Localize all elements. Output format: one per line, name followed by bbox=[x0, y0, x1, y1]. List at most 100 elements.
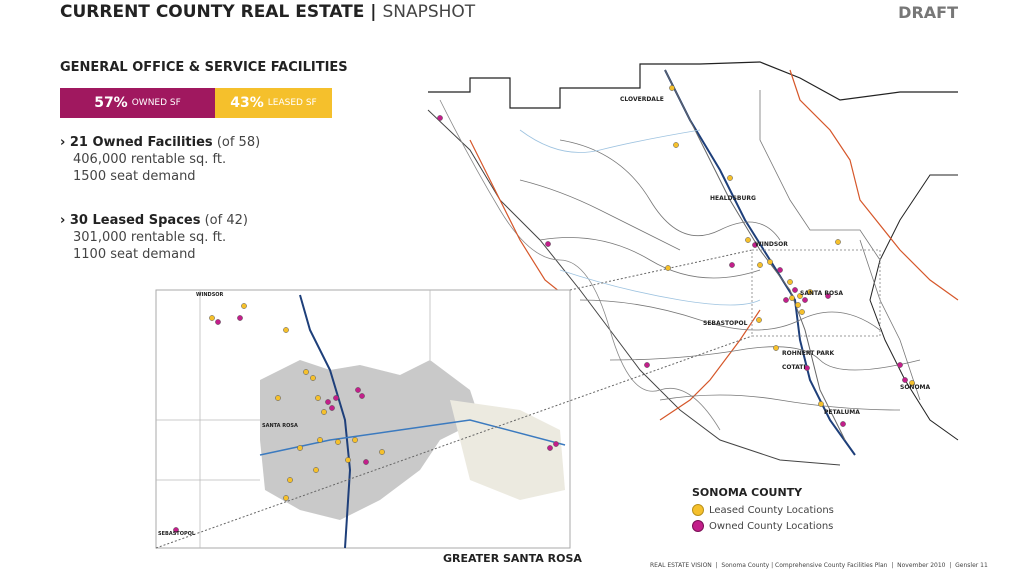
place-label: HEALDSBURG bbox=[710, 195, 756, 202]
owned-pct: 57% bbox=[94, 95, 128, 111]
location-dot bbox=[310, 375, 316, 381]
place-label: CLOVERDALE bbox=[620, 96, 664, 103]
location-dot bbox=[773, 345, 779, 351]
location-dot bbox=[329, 405, 335, 411]
section-title: GENERAL OFFICE & SERVICE FACILITIES bbox=[60, 60, 348, 75]
location-dot bbox=[437, 115, 443, 121]
location-dot bbox=[673, 142, 679, 148]
item-heading: 21 Owned Facilities bbox=[60, 135, 213, 150]
location-dot bbox=[241, 303, 247, 309]
leased-segment: 43% LEASED SF bbox=[215, 88, 332, 118]
subtitle: SNAPSHOT bbox=[382, 2, 476, 22]
location-dot bbox=[209, 315, 215, 321]
facility-item: 21 Owned Facilities (of 58)406,000 renta… bbox=[60, 134, 260, 185]
location-dot bbox=[644, 362, 650, 368]
location-dot bbox=[297, 445, 303, 451]
inset-place-label: SANTA ROSA bbox=[262, 423, 298, 429]
legend: SONOMA COUNTY Leased County Locations Ow… bbox=[692, 486, 834, 534]
footer-text: REAL ESTATE VISION | Sonoma County | Com… bbox=[650, 562, 979, 569]
place-label: ROHNERT PARK bbox=[782, 350, 835, 357]
location-dot bbox=[547, 445, 553, 451]
inset-place-label: SEBASTOPOL bbox=[158, 531, 196, 537]
status: DRAFT bbox=[898, 3, 958, 22]
location-dot bbox=[783, 297, 789, 303]
inset-place-label: WINDSOR bbox=[196, 292, 224, 298]
location-dot bbox=[835, 239, 841, 245]
inset-map bbox=[155, 249, 753, 549]
location-dot bbox=[665, 265, 671, 271]
location-dot bbox=[797, 293, 803, 299]
item-heading-row: 21 Owned Facilities (of 58) bbox=[60, 134, 260, 151]
location-dot bbox=[745, 237, 751, 243]
place-label: SONOMA bbox=[900, 384, 931, 391]
location-dot bbox=[897, 362, 903, 368]
inset-caption: GREATER SANTA ROSA bbox=[443, 552, 582, 565]
location-dot bbox=[909, 380, 915, 386]
location-dot bbox=[756, 317, 762, 323]
location-dot bbox=[321, 409, 327, 415]
place-label: COTATI bbox=[782, 364, 806, 371]
facility-item: 30 Leased Spaces (of 42)301,000 rentable… bbox=[60, 212, 248, 263]
location-dot bbox=[335, 439, 341, 445]
location-dot bbox=[325, 399, 331, 405]
place-label: PETALUMA bbox=[824, 409, 860, 416]
item-line: 301,000 rentable sq. ft. bbox=[73, 230, 227, 245]
location-dot bbox=[317, 437, 323, 443]
location-dot bbox=[363, 459, 369, 465]
location-dot bbox=[825, 293, 831, 299]
owned-segment: 57% OWNED SF bbox=[60, 88, 216, 118]
location-dot bbox=[345, 457, 351, 463]
location-dots bbox=[173, 85, 915, 533]
place-label: WINDSOR bbox=[755, 241, 788, 248]
legend-label: Owned County Locations bbox=[709, 520, 834, 532]
location-dot bbox=[795, 302, 801, 308]
page-number: 11 bbox=[980, 562, 988, 569]
leased-label: LEASED SF bbox=[267, 98, 317, 108]
location-dot bbox=[215, 319, 221, 325]
location-dot bbox=[729, 262, 735, 268]
place-label: SANTA ROSA bbox=[800, 290, 843, 297]
location-dot bbox=[333, 395, 339, 401]
location-dot bbox=[840, 421, 846, 427]
location-dot bbox=[379, 449, 385, 455]
item-heading-row: 30 Leased Spaces (of 42) bbox=[60, 212, 248, 229]
location-dot bbox=[283, 495, 289, 501]
legend-title: SONOMA COUNTY bbox=[692, 486, 803, 499]
split-bar: 57% OWNED SF 43% LEASED SF bbox=[60, 88, 332, 118]
location-dot bbox=[352, 437, 358, 443]
location-dot bbox=[802, 297, 808, 303]
location-dot bbox=[237, 315, 243, 321]
location-dot bbox=[359, 393, 365, 399]
location-dot bbox=[767, 259, 773, 265]
location-dot bbox=[313, 467, 319, 473]
location-dot bbox=[902, 377, 908, 383]
legend-item: Leased County Locations bbox=[692, 502, 834, 518]
location-dot bbox=[287, 477, 293, 483]
location-dot bbox=[283, 327, 289, 333]
legend-label: Leased County Locations bbox=[709, 504, 834, 516]
location-dot bbox=[173, 527, 179, 533]
location-dot bbox=[804, 365, 810, 371]
location-dot bbox=[807, 289, 813, 295]
location-dot bbox=[752, 242, 758, 248]
location-dot bbox=[757, 262, 763, 268]
item-line: 1500 seat demand bbox=[73, 169, 196, 184]
item-line: 1100 seat demand bbox=[73, 247, 196, 262]
location-dot bbox=[727, 175, 733, 181]
leased-pct: 43% bbox=[230, 95, 264, 111]
title: CURRENT COUNTY REAL ESTATE | SNAPSHOT bbox=[60, 2, 476, 22]
location-dot bbox=[303, 369, 309, 375]
location-dot bbox=[787, 279, 793, 285]
place-labels: CLOVERDALE HEALDSBURG WINDSOR SANTA ROSA SEB… bbox=[158, 96, 931, 537]
location-dot bbox=[553, 441, 559, 447]
location-dot bbox=[275, 395, 281, 401]
location-dot bbox=[792, 287, 798, 293]
location-dot bbox=[789, 295, 795, 301]
legend-item: Owned County Locations bbox=[692, 518, 834, 534]
item-heading: 30 Leased Spaces bbox=[60, 213, 200, 228]
location-dot bbox=[669, 85, 675, 91]
item-line: 406,000 rentable sq. ft. bbox=[73, 152, 227, 167]
